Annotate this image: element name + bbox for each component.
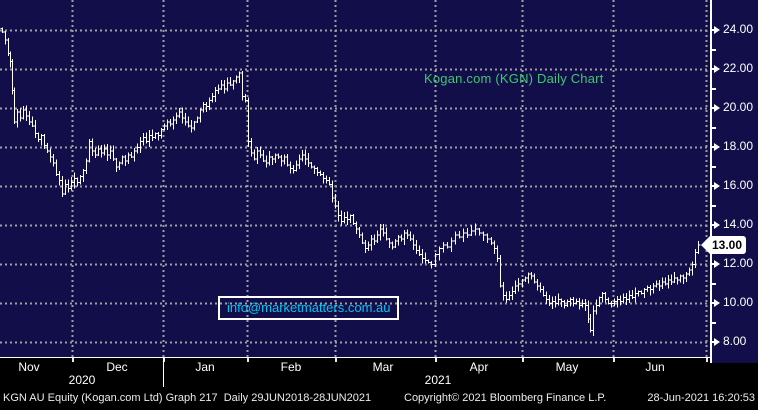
price-axis-label: 14.00	[723, 217, 754, 232]
price-axis-label: 22.00	[723, 61, 754, 76]
price-tick-major	[712, 68, 715, 71]
price-tick-major	[712, 302, 715, 305]
price-tick-major	[712, 185, 715, 188]
price-axis-label: 18.00	[723, 139, 754, 154]
price-tag-pointer	[701, 236, 710, 254]
month-label-may: May	[555, 360, 579, 374]
year-label-2020: 2020	[68, 373, 96, 387]
month-label-dec: Dec	[106, 360, 128, 374]
month-tick	[522, 358, 524, 362]
month-tick	[247, 358, 249, 362]
chart-plot-area[interactable]: Kogan.com (KGN) Daily Chart info@marketm…	[0, 0, 710, 357]
month-label-mar: Mar	[372, 360, 394, 374]
price-chart	[0, 0, 710, 357]
price-tick-arrow	[714, 182, 724, 191]
chart-title: Kogan.com (KGN) Daily Chart	[424, 71, 604, 86]
month-label-feb: Feb	[280, 360, 302, 374]
price-tick-major	[712, 341, 715, 344]
price-axis-label: 10.00	[723, 295, 754, 310]
price-tag-value: 13.00	[710, 236, 747, 254]
month-label-jan: Jan	[195, 360, 215, 374]
price-tick-arrow	[714, 260, 724, 269]
price-tick-major	[712, 146, 715, 149]
security-description: KGN AU Equity (Kogan.com Ltd) Graph 217 …	[3, 392, 372, 404]
price-tick-minor	[712, 87, 716, 90]
price-tick-arrow	[714, 299, 724, 308]
time-axis-line	[0, 357, 712, 358]
price-tick-major	[712, 29, 715, 32]
price-tick-minor	[712, 282, 716, 285]
price-axis-label: 24.00	[723, 22, 754, 37]
price-tick-minor	[712, 165, 716, 168]
time-axis: Nov Dec Jan Feb Mar Apr May Jun 2020 2021	[0, 357, 758, 388]
copyright-text: Copyright© 2021 Bloomberg Finance L.P.	[404, 392, 607, 404]
price-tick-minor	[712, 321, 716, 324]
price-tick-major	[712, 107, 715, 110]
status-bar: KGN AU Equity (Kogan.com Ltd) Graph 217 …	[0, 388, 758, 410]
price-tick-major	[712, 224, 715, 227]
month-tick	[706, 358, 708, 362]
month-tick	[72, 358, 74, 362]
last-price-tag: 13.00	[701, 236, 747, 254]
watermark-email: info@marketmatters.com.au	[227, 300, 391, 315]
price-tick-minor	[712, 48, 716, 51]
price-axis-label: 16.00	[723, 178, 754, 193]
month-label-apr: Apr	[469, 360, 489, 374]
price-tick-arrow	[714, 143, 724, 152]
price-axis: 8.00 10.00 12.00 14.00 16.00 18.00 20.00 22.00 2…	[710, 0, 758, 363]
month-tick	[335, 358, 337, 362]
month-tick	[435, 358, 437, 362]
month-label-jun: Jun	[645, 360, 665, 374]
timestamp: 28-Jun-2021 16:20:53	[647, 392, 755, 404]
month-label-nov: Nov	[18, 360, 40, 374]
year-separator	[163, 357, 164, 387]
month-tick	[163, 358, 165, 362]
price-tick-minor	[712, 204, 716, 207]
price-tick-major	[712, 263, 715, 266]
year-label-2021: 2021	[424, 373, 452, 387]
price-tick-arrow	[714, 221, 724, 230]
watermark-box: info@marketmatters.com.au	[218, 296, 400, 320]
price-axis-label: 8.00	[723, 334, 747, 349]
price-axis-label: 12.00	[723, 256, 754, 271]
price-tick-arrow	[714, 65, 724, 74]
price-axis-label: 20.00	[723, 100, 754, 115]
month-tick	[613, 358, 615, 362]
price-tick-arrow	[714, 338, 724, 347]
price-tick-arrow	[714, 26, 724, 35]
price-tick-minor	[712, 126, 716, 129]
ohlc-bars	[0, 27, 701, 336]
price-tick-arrow	[714, 104, 724, 113]
